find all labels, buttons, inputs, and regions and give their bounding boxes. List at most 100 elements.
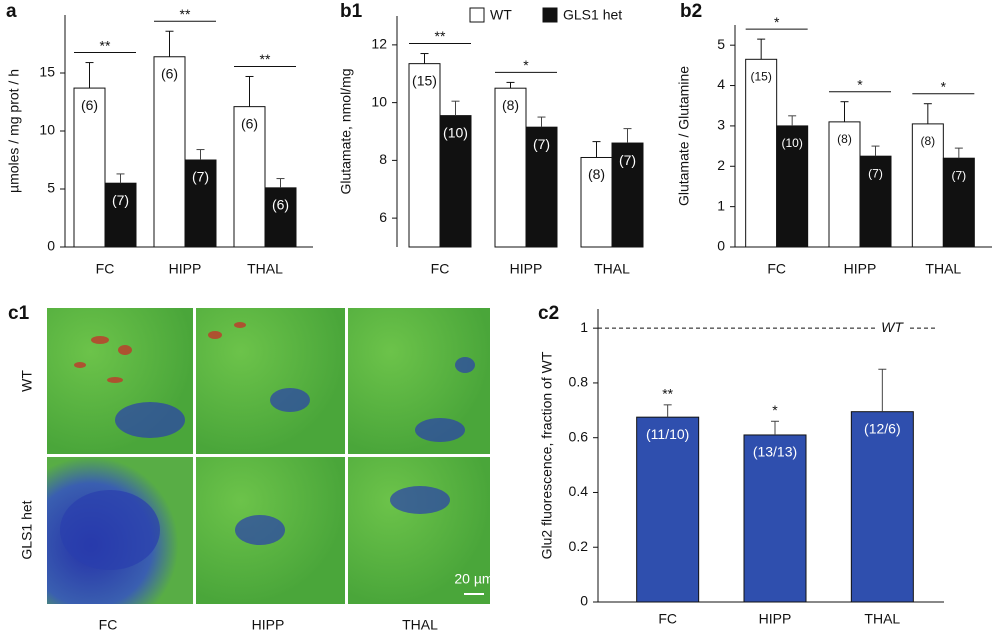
- y-axis-title: Glutamate / Glutamine: [676, 66, 692, 206]
- bar: [439, 115, 472, 248]
- bar: [233, 106, 266, 248]
- y-tick-label: 5: [717, 36, 725, 52]
- y-axis-title: Glu2 fluorescence, fraction of WT: [539, 351, 555, 559]
- x-tick-label: HIPP: [169, 261, 202, 277]
- column-label: FC: [99, 617, 118, 633]
- n-label: (6): [272, 197, 289, 213]
- y-tick-label: 3: [717, 117, 725, 133]
- bar: [184, 159, 217, 248]
- n-label: (7): [192, 169, 209, 185]
- panel-label: c1: [8, 303, 30, 324]
- significance-label: **: [662, 386, 673, 402]
- x-tick-label: FC: [658, 611, 677, 627]
- significance-label: **: [435, 28, 446, 44]
- n-label: (10): [443, 124, 468, 140]
- x-tick-label: THAL: [247, 261, 283, 277]
- significance-label: *: [774, 14, 780, 30]
- x-tick-label: THAL: [594, 261, 630, 277]
- bar: [636, 416, 700, 603]
- bar: [153, 56, 186, 248]
- legend-swatch: [542, 7, 558, 23]
- column-label: THAL: [402, 617, 438, 633]
- y-tick-label: 0: [580, 593, 588, 609]
- y-tick-label: 10: [39, 122, 55, 138]
- significance-label: *: [941, 78, 947, 94]
- y-axis-title: Glutamate, nmol/mg: [338, 68, 354, 194]
- y-tick-label: 10: [371, 93, 387, 109]
- x-tick-label: FC: [431, 261, 450, 277]
- legend-swatch: [469, 7, 485, 23]
- y-tick-label: 15: [39, 64, 55, 80]
- y-tick-label: 0: [717, 238, 725, 254]
- bar: [859, 155, 892, 248]
- legend-label: WT: [490, 7, 512, 23]
- micrograph: [196, 308, 345, 454]
- y-tick-label: 0.6: [569, 428, 589, 444]
- n-label: (8): [588, 166, 605, 182]
- image-grid: 20 µm c1 WT GLS1 het FC HIPP THAL: [8, 303, 494, 633]
- bar: [611, 142, 644, 248]
- n-label: (6): [161, 65, 178, 81]
- x-tick-label: THAL: [864, 611, 900, 627]
- n-label: (6): [81, 97, 98, 113]
- significance-label: *: [523, 57, 529, 73]
- significance-label: **: [260, 51, 271, 67]
- n-label: (8): [502, 97, 519, 113]
- panel-label: b1: [340, 1, 363, 22]
- panel-label: c2: [538, 303, 559, 324]
- n-label: (12/6): [864, 420, 901, 436]
- y-tick-label: 0.4: [569, 483, 589, 499]
- y-tick-label: 2: [717, 157, 725, 173]
- y-tick-label: 12: [371, 36, 387, 52]
- y-tick-label: 6: [379, 209, 387, 225]
- bar: [745, 58, 778, 248]
- blue-signal: [60, 357, 475, 570]
- x-tick-label: FC: [767, 261, 786, 277]
- n-label: (10): [781, 136, 802, 150]
- bar: [264, 187, 297, 248]
- bar: [104, 182, 137, 248]
- column-label: HIPP: [252, 617, 285, 633]
- row-label: WT: [19, 370, 35, 392]
- n-label: (11/10): [646, 426, 689, 442]
- y-tick-label: 5: [47, 180, 55, 196]
- panel-label: a: [6, 1, 17, 22]
- y-tick-label: 0.2: [569, 538, 589, 554]
- bar: [408, 63, 441, 248]
- y-tick-label: 8: [379, 151, 387, 167]
- significance-label: **: [100, 37, 111, 53]
- panel-label: b2: [680, 1, 702, 22]
- red-signal: [74, 322, 246, 383]
- n-label: (7): [619, 152, 636, 168]
- y-tick-label: 4: [717, 76, 725, 92]
- n-label: (15): [750, 69, 771, 83]
- legend-label: GLS1 het: [563, 7, 622, 23]
- bar: [850, 411, 914, 603]
- n-label: (7): [533, 136, 550, 152]
- y-tick-label: 0: [47, 238, 55, 254]
- x-tick-label: HIPP: [759, 611, 792, 627]
- n-label: (8): [837, 132, 852, 146]
- scale-bar-label: 20 µm: [454, 571, 493, 587]
- bar: [743, 434, 807, 603]
- row-label: GLS1 het: [19, 500, 35, 559]
- x-tick-label: HIPP: [510, 261, 543, 277]
- significance-label: *: [772, 402, 778, 418]
- bar: [525, 126, 558, 248]
- n-label: (7): [951, 168, 966, 182]
- n-label: (7): [112, 192, 129, 208]
- significance-label: *: [857, 76, 863, 92]
- y-tick-label: 1: [717, 197, 725, 213]
- y-tick-label: 0.8: [569, 374, 589, 390]
- n-label: (15): [412, 72, 437, 88]
- x-tick-label: FC: [96, 261, 115, 277]
- n-label: (6): [241, 115, 258, 131]
- n-label: (8): [920, 134, 935, 148]
- micrograph: [348, 457, 490, 604]
- y-axis-title: µmoles / mg prot / h: [6, 69, 22, 193]
- bar: [580, 156, 613, 248]
- x-tick-label: THAL: [925, 261, 961, 277]
- n-label: (13/13): [753, 444, 797, 460]
- y-tick-label: 1: [580, 319, 588, 335]
